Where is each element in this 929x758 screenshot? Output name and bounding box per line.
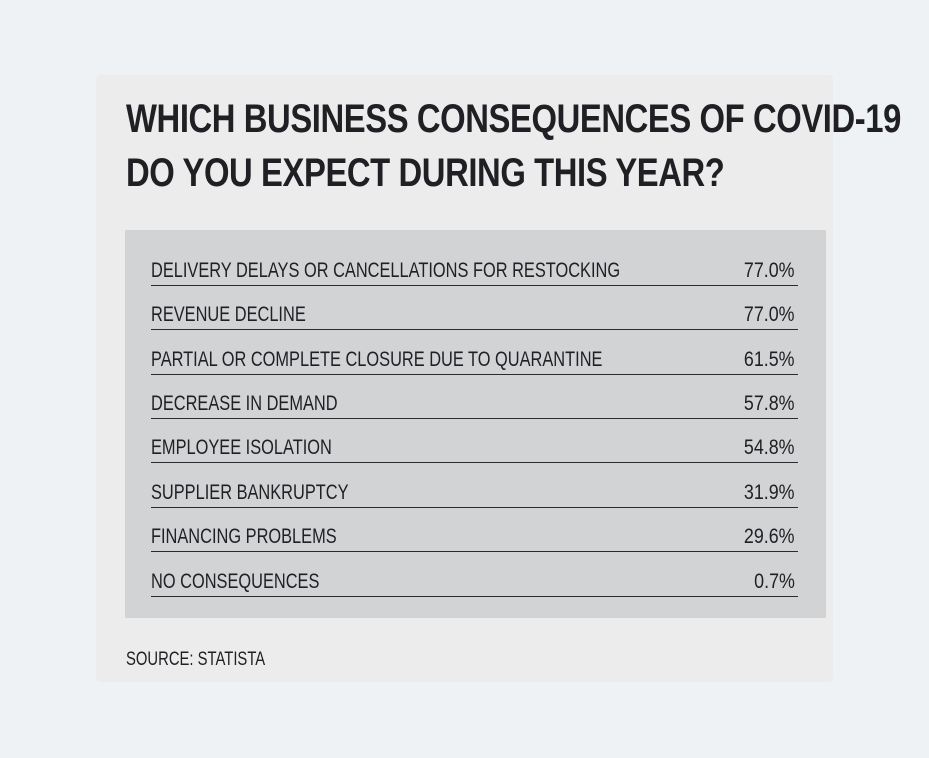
- row-value: 0.7%: [754, 570, 795, 593]
- table-row: EMPLOYEE ISOLATION 54.8%: [151, 432, 798, 463]
- row-label: NO CONSEQUENCES: [151, 570, 320, 593]
- table-row: DELIVERY DELAYS OR CANCELLATIONS FOR RES…: [151, 255, 798, 286]
- title-line-1: WHICH BUSINESS CONSEQUENCES OF COVID-19: [126, 97, 901, 141]
- row-value: 77.0%: [744, 303, 795, 326]
- row-label: SUPPLIER BANKRUPTCY: [151, 481, 349, 504]
- infographic-card: WHICH BUSINESS CONSEQUENCES OF COVID-19 …: [96, 75, 901, 682]
- chart-title: WHICH BUSINESS CONSEQUENCES OF COVID-19 …: [126, 92, 901, 200]
- title-line-2: DO YOU EXPECT DURING THIS YEAR?: [126, 151, 725, 195]
- row-label: EMPLOYEE ISOLATION: [151, 436, 332, 459]
- row-label: FINANCING PROBLEMS: [151, 525, 337, 548]
- source-note: SOURCE: STATISTA: [126, 649, 266, 670]
- row-value: 31.9%: [744, 481, 795, 504]
- table-row: SUPPLIER BANKRUPTCY 31.9%: [151, 477, 798, 508]
- table-row: DECREASE IN DEMAND 57.8%: [151, 388, 798, 419]
- row-label: DELIVERY DELAYS OR CANCELLATIONS FOR RES…: [151, 259, 621, 282]
- table-row: NO CONSEQUENCES 0.7%: [151, 566, 798, 597]
- row-value: 61.5%: [744, 348, 795, 371]
- row-label: DECREASE IN DEMAND: [151, 392, 338, 415]
- row-label: REVENUE DECLINE: [151, 303, 306, 326]
- table-row: REVENUE DECLINE 77.0%: [151, 299, 798, 330]
- table-row: FINANCING PROBLEMS 29.6%: [151, 521, 798, 552]
- row-value: 57.8%: [744, 392, 795, 415]
- row-value: 54.8%: [744, 436, 795, 459]
- row-value: 77.0%: [744, 259, 795, 282]
- row-value: 29.6%: [744, 525, 795, 548]
- row-label: PARTIAL OR COMPLETE CLOSURE DUE TO QUARA…: [151, 348, 603, 371]
- results-table: DELIVERY DELAYS OR CANCELLATIONS FOR RES…: [125, 230, 826, 618]
- table-row: PARTIAL OR COMPLETE CLOSURE DUE TO QUARA…: [151, 344, 798, 375]
